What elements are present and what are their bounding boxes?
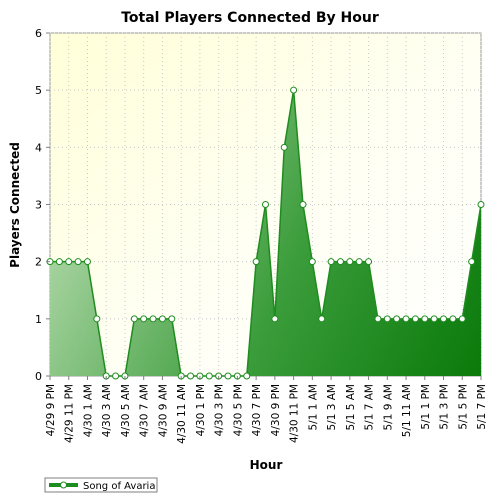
data-point (205, 372, 213, 380)
data-point (55, 258, 63, 266)
y-tick-label: 6 (35, 27, 42, 40)
series-area-fill (50, 90, 481, 377)
data-point (393, 315, 401, 323)
data-point (271, 315, 279, 323)
data-point (243, 372, 251, 380)
data-point (187, 372, 195, 380)
x-tick-label: 4/29 9 PM (45, 384, 57, 436)
x-tick-label: 4/30 7 AM (139, 384, 151, 437)
y-tick-label: 4 (35, 141, 42, 154)
data-point (336, 258, 344, 266)
data-point (430, 315, 438, 323)
data-point (449, 315, 457, 323)
chart-title: Total Players Connected By Hour (121, 10, 379, 26)
legend-marker-swatch (60, 481, 67, 489)
data-point (74, 258, 82, 266)
y-tick-label: 5 (35, 84, 42, 97)
y-tick-label: 1 (35, 313, 42, 326)
data-point (262, 201, 269, 208)
x-tick-label: 4/30 5 AM (120, 384, 132, 437)
data-point (83, 258, 91, 266)
x-tick-label: 4/30 1 AM (82, 384, 94, 437)
x-tick-label: 5/1 1 PM (420, 384, 432, 430)
data-point (158, 315, 166, 323)
data-point (421, 315, 429, 323)
data-point (440, 315, 448, 323)
data-point (252, 258, 260, 266)
legend-series-label: Song of Avaria (83, 481, 155, 492)
data-point (355, 258, 363, 266)
y-tick-label: 0 (35, 370, 42, 383)
x-tick-label: 5/1 7 AM (364, 384, 376, 431)
x-tick-label: 5/1 3 PM (439, 384, 451, 430)
data-point (318, 315, 326, 323)
data-point (411, 315, 419, 323)
x-tick-label: 5/1 9 AM (382, 384, 394, 431)
x-tick-label: 5/1 1 AM (307, 384, 319, 431)
x-tick-label: 4/30 11 PM (289, 384, 301, 443)
data-point (374, 315, 382, 323)
data-point (458, 315, 466, 323)
data-point (468, 258, 476, 266)
data-point (224, 372, 232, 380)
data-point (280, 143, 288, 151)
data-point (327, 258, 335, 266)
x-tick-label: 4/29 11 PM (64, 384, 76, 443)
data-point (346, 258, 354, 266)
data-point (383, 315, 391, 323)
x-tick-label: 4/30 1 PM (195, 384, 207, 436)
x-axis-label: Hour (250, 458, 283, 472)
x-tick-label: 5/1 3 AM (326, 384, 338, 431)
data-point (365, 258, 373, 266)
x-tick-label: 4/30 3 AM (101, 384, 113, 437)
data-point (93, 315, 101, 323)
data-point (477, 201, 485, 208)
x-tick-label: 4/30 9 AM (157, 384, 169, 437)
x-tick-label: 4/30 11 AM (176, 384, 188, 444)
data-point (65, 258, 73, 266)
data-point (149, 315, 157, 323)
y-tick-label: 3 (35, 199, 42, 212)
data-point (308, 258, 316, 266)
x-tick-label: 4/30 9 PM (270, 384, 282, 436)
legend-box (44, 477, 158, 493)
x-tick-label: 4/30 3 PM (214, 384, 226, 436)
y-axis-ticks: 0 1 2 3 4 5 6 (35, 27, 50, 383)
x-tick-label: 4/30 5 PM (232, 384, 244, 436)
data-point (299, 201, 307, 208)
x-tick-label: 5/1 7 PM (476, 384, 488, 430)
x-tick-label: 5/1 5 AM (345, 384, 357, 431)
y-axis-label: Players Connected (8, 142, 22, 268)
data-point (402, 315, 410, 323)
x-tick-label: 5/1 5 PM (457, 384, 469, 430)
x-axis-ticks: 4/29 9 PM 4/29 11 PM 4/30 1 AM 4/30 3 AM 4/3… (45, 376, 488, 444)
y-tick-label: 2 (35, 256, 42, 269)
data-point (130, 315, 138, 323)
data-point (290, 86, 298, 94)
legend: Song of Avaria (44, 477, 158, 493)
data-point (168, 315, 176, 323)
data-point (112, 372, 120, 380)
x-tick-label: 5/1 11 AM (401, 384, 413, 437)
data-point (140, 315, 148, 323)
x-tick-label: 4/30 7 PM (251, 384, 263, 436)
